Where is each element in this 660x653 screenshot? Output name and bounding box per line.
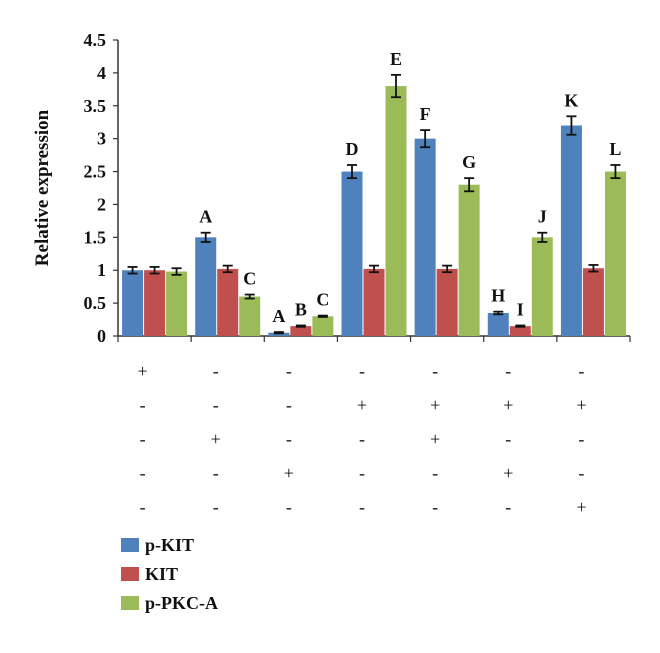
condition-symbol: - (578, 463, 584, 483)
legend-label: p-PKC-A (145, 593, 218, 613)
condition-symbol: + (357, 395, 367, 415)
condition-symbol: - (505, 497, 511, 517)
condition-symbol: - (359, 497, 365, 517)
bar-p-kit (195, 237, 217, 336)
condition-symbol: - (505, 429, 511, 449)
y-tick-label: 3 (97, 129, 106, 149)
legend-swatch (121, 596, 139, 610)
bar-kit (582, 268, 604, 336)
condition-symbol: - (359, 361, 365, 381)
condition-symbol: - (505, 361, 511, 381)
legend: p-KIT KIT p-PKC-A (121, 535, 218, 613)
condition-symbol: - (213, 395, 219, 415)
condition-symbol: + (430, 429, 440, 449)
bar-p-pkc-a (312, 316, 334, 336)
significance-label: G (462, 152, 476, 172)
legend-swatch (121, 567, 139, 581)
condition-symbol: - (432, 463, 438, 483)
significance-label: A (199, 207, 212, 227)
condition-symbol: - (140, 395, 146, 415)
condition-symbol: - (432, 361, 438, 381)
y-tick-label: 0 (97, 326, 106, 346)
bar-kit (290, 326, 312, 336)
bars (122, 73, 626, 337)
condition-symbol: + (576, 497, 586, 517)
y-tick-label: 4 (97, 63, 106, 83)
condition-symbol: - (432, 497, 438, 517)
bar-p-kit (487, 312, 509, 336)
condition-symbol: - (140, 429, 146, 449)
condition-symbol: - (213, 361, 219, 381)
condition-symbol: - (140, 497, 146, 517)
y-tick-label: 0.5 (84, 293, 107, 313)
condition-symbol: + (503, 463, 513, 483)
y-tick-label: 4.5 (84, 30, 107, 50)
condition-symbol: + (211, 429, 221, 449)
condition-symbol: - (286, 497, 292, 517)
y-tick-label: 2.5 (84, 162, 107, 182)
condition-symbol: + (430, 395, 440, 415)
bar-p-pkc-a (531, 237, 553, 336)
condition-symbol: - (140, 463, 146, 483)
bar-kit (217, 268, 239, 336)
bar-p-pkc-a (166, 271, 188, 336)
y-tick-label: 1 (97, 260, 106, 280)
condition-symbol: - (359, 429, 365, 449)
condition-symbol: - (286, 429, 292, 449)
condition-table: + - - - - - - - - - + + + + - + - - + - - - - + - - + - - - - - - - + (137, 361, 586, 517)
bar-p-pkc-a (604, 171, 626, 336)
significance-label: C (316, 290, 329, 310)
bar-kit (509, 326, 531, 336)
condition-symbol: + (137, 361, 147, 381)
condition-symbol: - (578, 429, 584, 449)
y-ticks: 0 0.5 1 1.5 2 2.5 3 3.5 4 4.5 (84, 30, 118, 346)
bar-p-pkc-a (458, 184, 480, 336)
significance-label: L (609, 139, 621, 159)
y-tick-label: 2 (97, 194, 106, 214)
y-tick-label: 1.5 (84, 227, 107, 247)
significance-label: H (491, 286, 505, 306)
legend-label: p-KIT (145, 535, 194, 555)
significance-label: F (420, 104, 431, 124)
condition-symbol: + (503, 395, 513, 415)
condition-symbol: - (359, 463, 365, 483)
legend-swatch (121, 538, 139, 552)
significance-label: J (538, 207, 547, 227)
bar-p-kit (122, 270, 144, 336)
condition-symbol: - (286, 361, 292, 381)
condition-symbol: + (576, 395, 586, 415)
bar-kit (436, 268, 458, 336)
condition-symbol: - (286, 395, 292, 415)
bar-p-kit (268, 332, 290, 336)
condition-symbol: + (284, 463, 294, 483)
significance-label: D (346, 139, 359, 159)
bar-p-kit (560, 125, 582, 336)
significance-label: C (243, 269, 256, 289)
condition-symbol: - (578, 361, 584, 381)
y-tick-label: 3.5 (84, 96, 107, 116)
condition-symbol: - (213, 497, 219, 517)
bar-p-kit (341, 171, 363, 336)
bar-kit (363, 268, 385, 336)
significance-label: I (517, 299, 524, 319)
significance-label: K (564, 90, 578, 110)
condition-symbol: - (213, 463, 219, 483)
bar-p-kit (414, 138, 436, 336)
significance-label: B (295, 299, 307, 319)
bar-kit (144, 270, 166, 336)
y-axis-label: Relative expression (32, 109, 53, 266)
legend-label: KIT (145, 564, 178, 584)
bar-p-pkc-a (239, 296, 261, 336)
significance-label: E (390, 49, 402, 69)
bar-p-pkc-a (385, 86, 407, 337)
significance-label: A (272, 306, 285, 326)
